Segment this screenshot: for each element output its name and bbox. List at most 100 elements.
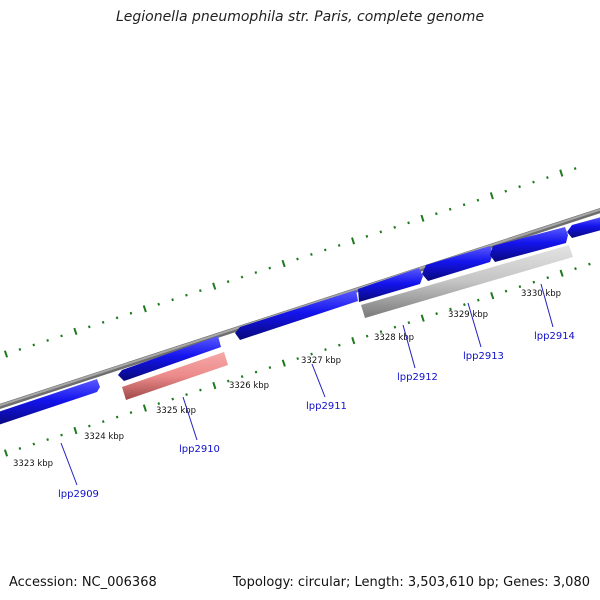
outer-row-major-tick	[142, 305, 147, 313]
inner-row-minor-tick	[240, 375, 244, 378]
inner-row-minor-tick	[379, 330, 383, 334]
outer-row-minor-tick	[240, 275, 244, 279]
outer-row-minor-tick	[365, 234, 369, 238]
outer-row-minor-tick	[393, 225, 397, 229]
outer-row-minor-tick	[532, 180, 535, 184]
inner-row-minor-tick	[115, 415, 119, 419]
inner-row-minor-tick	[588, 262, 591, 266]
outer-row-minor-tick	[157, 302, 161, 306]
highlighted-gene-bar[interactable]	[122, 352, 228, 400]
tick-label-3326: 3326 kbp	[229, 381, 269, 391]
outer-tick-row	[3, 167, 577, 358]
genome-title: Legionella pneumophila str. Paris, compl…	[115, 9, 485, 25]
outer-row-minor-tick	[115, 316, 119, 320]
inner-row-minor-tick	[338, 343, 341, 347]
gene-arrow-lpp2913[interactable]	[422, 246, 493, 281]
outer-row-minor-tick	[462, 203, 466, 207]
genome-summary-text: Topology: circular; Length: 3,503,610 bp…	[232, 575, 590, 590]
tick-label-3325: 3325 kbp	[156, 406, 196, 416]
gene-label-lpp2909[interactable]: lpp2909	[58, 489, 99, 500]
gene-arrow-lpp2909[interactable]	[0, 379, 100, 426]
gene-label-lpp2914[interactable]: lpp2914	[534, 331, 575, 342]
outer-row-minor-tick	[32, 343, 36, 347]
outer-row-minor-tick	[226, 280, 230, 284]
gene-label-lpp2911[interactable]: lpp2911	[306, 401, 347, 412]
inner-row-minor-tick	[88, 424, 91, 428]
inner-row-major-tick	[351, 336, 356, 345]
gene-leader-lines	[60, 283, 554, 486]
outer-row-minor-tick	[199, 289, 202, 293]
outer-row-major-tick	[73, 327, 78, 336]
inner-row-major-tick	[490, 291, 495, 300]
outer-row-minor-tick	[448, 207, 452, 211]
gene-label-lpp2913[interactable]: lpp2913	[463, 351, 504, 362]
inner-row-minor-tick	[449, 307, 452, 311]
outer-row-minor-tick	[504, 189, 508, 193]
inner-row-major-tick	[281, 359, 286, 367]
tick-label-3323: 3323 kbp	[13, 459, 53, 469]
outer-row-minor-tick	[435, 212, 438, 216]
gene-track	[0, 216, 600, 426]
gene-label-lpp2910[interactable]: lpp2910	[179, 444, 220, 455]
inner-row-minor-tick	[268, 366, 272, 369]
outer-row-minor-tick	[18, 347, 22, 351]
leader-line-lpp2910	[182, 396, 198, 441]
inner-row-minor-tick	[504, 289, 508, 293]
inner-row-minor-tick	[546, 276, 550, 280]
outer-row-minor-tick	[87, 325, 91, 329]
outer-row-major-tick	[212, 282, 217, 290]
outer-row-major-tick	[559, 169, 564, 177]
outer-row-minor-tick	[46, 339, 49, 342]
inner-row-major-tick	[142, 404, 147, 412]
outer-row-minor-tick	[379, 230, 383, 234]
outer-row-major-tick	[3, 350, 9, 358]
leader-line-lpp2909	[60, 442, 78, 486]
tick-label-3330: 3330 kbp	[521, 289, 561, 299]
gene-arrow-lpp2914[interactable]	[490, 227, 568, 262]
outer-row-minor-tick	[573, 167, 577, 170]
inner-row-minor-tick	[185, 393, 188, 396]
inner-row-major-tick	[559, 269, 564, 277]
accession-text: Accession: NC_006368	[9, 575, 157, 590]
inner-row-minor-tick	[226, 379, 230, 383]
gene-label-lpp2912[interactable]: lpp2912	[397, 372, 438, 383]
leader-line-lpp2913	[467, 302, 482, 348]
outer-row-major-tick	[281, 259, 286, 268]
inner-row-minor-tick	[101, 420, 105, 423]
inner-row-minor-tick	[365, 334, 369, 338]
genome-map: 3323 kbp 3324 kbp 3325 kbp 3326 kbp 3327…	[0, 167, 600, 500]
inner-tick-row	[3, 262, 591, 457]
leader-line-lpp2912	[402, 324, 416, 369]
pseudo-gene-bar[interactable]	[361, 245, 573, 318]
inner-row-minor-tick	[476, 298, 480, 302]
gene-arrow-next[interactable]	[567, 216, 600, 238]
inner-row-minor-tick	[157, 402, 161, 406]
inner-row-minor-tick	[46, 438, 49, 441]
leader-line-lpp2911	[311, 363, 326, 398]
inner-row-minor-tick	[129, 411, 133, 415]
outer-row-minor-tick	[129, 311, 133, 315]
gene-arrow-lpp2911[interactable]	[235, 290, 358, 340]
inner-row-minor-tick	[393, 325, 397, 329]
outer-row-minor-tick	[171, 298, 174, 302]
inner-row-minor-tick	[532, 280, 536, 284]
inner-row-major-tick	[212, 381, 217, 390]
outer-row-minor-tick	[518, 185, 521, 189]
tick-label-3327: 3327 kbp	[301, 356, 341, 366]
inner-row-minor-tick	[296, 357, 300, 361]
outer-row-major-tick	[351, 237, 356, 245]
outer-row-minor-tick	[101, 320, 105, 324]
inner-row-major-tick	[3, 449, 9, 457]
tick-label-3324: 3324 kbp	[84, 432, 124, 442]
inner-row-minor-tick	[310, 352, 313, 356]
inner-row-minor-tick	[324, 348, 327, 352]
gene-labels: lpp2909 lpp2910 lpp2911 lpp2912 lpp2913 …	[58, 331, 575, 500]
tick-label-3329: 3329 kbp	[448, 310, 488, 320]
outer-row-minor-tick	[296, 257, 299, 261]
inner-row-minor-tick	[199, 388, 202, 392]
gene-arrow-lpp2910[interactable]	[118, 336, 221, 381]
inner-row-minor-tick	[463, 303, 466, 307]
inner-row-minor-tick	[407, 321, 411, 325]
outer-row-minor-tick	[407, 221, 410, 225]
gene-arrow-lpp2912[interactable]	[358, 268, 423, 302]
